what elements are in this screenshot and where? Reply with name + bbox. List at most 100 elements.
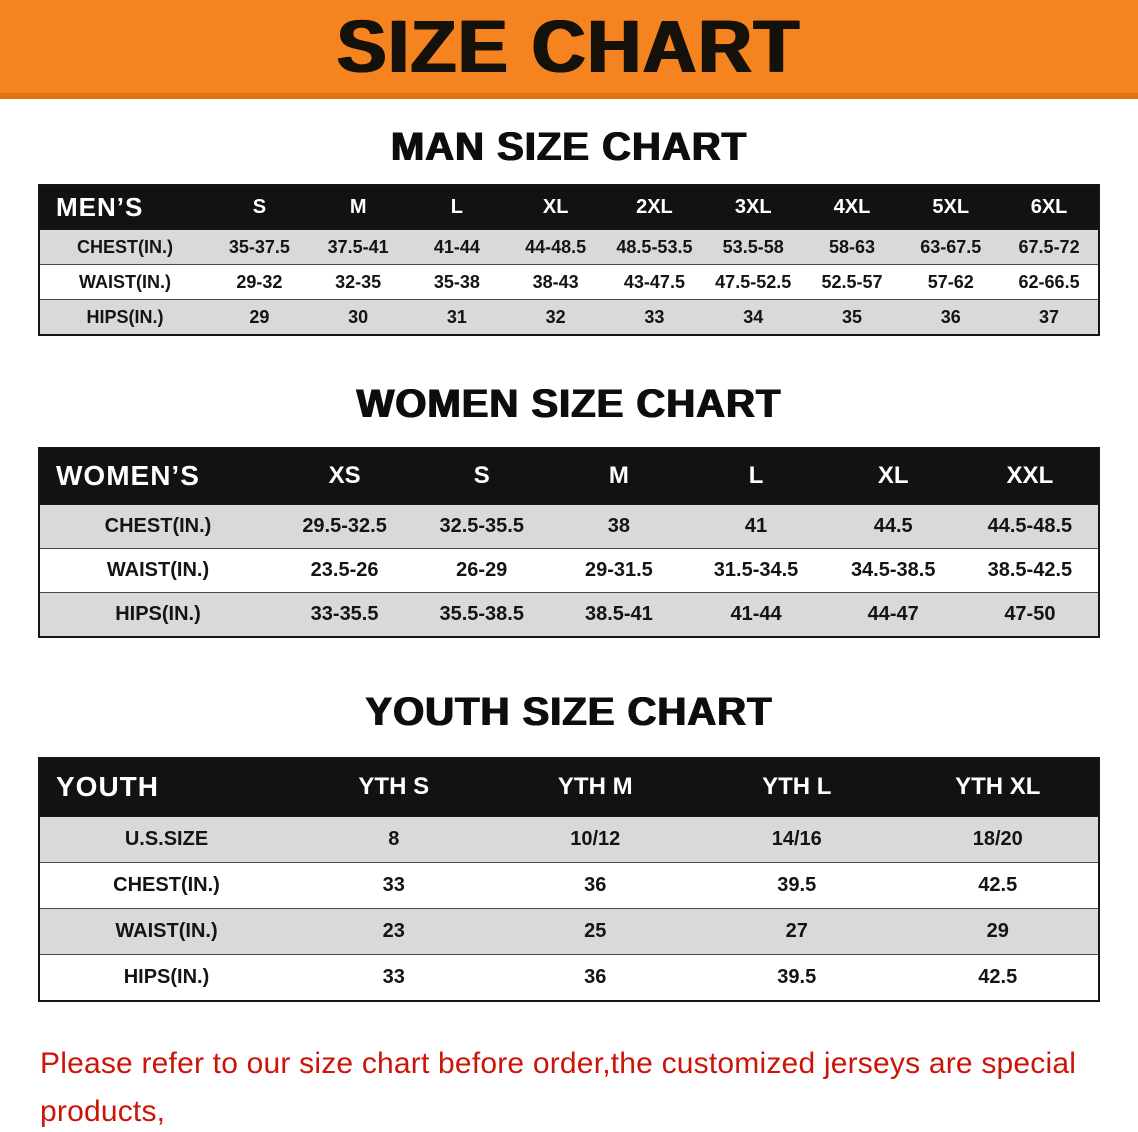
table-cell: 18/20 [972, 828, 1023, 850]
table-cell: 62-66.5 [1018, 271, 1080, 292]
column-header: M [308, 185, 408, 229]
table-cell: 47.5-52.5 [715, 271, 792, 292]
table-cell: 32-35 [335, 271, 382, 292]
table-cell: 36 [584, 874, 607, 896]
table-cell: 29 [249, 306, 270, 327]
table-cell: 32 [545, 306, 566, 327]
table-cell: 26-29 [456, 559, 508, 581]
table-cell: 27 [785, 920, 808, 942]
table-cell: 36 [584, 966, 607, 988]
row-label: HIPS(IN.) [86, 306, 164, 327]
table-cell: 39.5 [777, 966, 817, 988]
table-cell: 53.5-58 [722, 236, 784, 257]
column-header: YTH S [293, 758, 495, 816]
table-cell: 58-63 [828, 236, 875, 257]
youth-table-label: YOUTH [39, 758, 293, 816]
table-cell: 35 [841, 306, 862, 327]
table-cell: 30 [348, 306, 369, 327]
table-row: WAIST(IN.) 23 25 27 29 [39, 908, 1099, 955]
table-cell: 44-47 [867, 603, 919, 625]
table-cell: 39.5 [777, 874, 817, 896]
column-header: XS [276, 448, 414, 504]
column-header: XL [824, 448, 962, 504]
table-cell: 36 [940, 306, 961, 327]
row-label: WAIST(IN.) [79, 271, 171, 292]
row-label: WAIST(IN.) [115, 920, 218, 942]
content: MAN SIZE CHART MEN’S S M L XL 2XL 3XL 4XL 5XL 6XL… [0, 125, 1138, 1132]
table-cell: 29 [986, 920, 1009, 942]
table-row: CHEST(IN.) 35-37.5 37.5-41 41-44 44-48.5 48.5… [39, 229, 1099, 265]
table-cell: 38 [607, 515, 631, 537]
row-label: HIPS(IN.) [115, 603, 201, 625]
table-cell: 34.5-38.5 [850, 559, 936, 581]
table-cell: 44.5 [873, 515, 913, 537]
column-header: 5XL [901, 185, 1001, 229]
women-table-label: WOMEN’S [39, 448, 276, 504]
table-cell: 32.5-35.5 [439, 515, 524, 537]
table-cell: 44-48.5 [525, 236, 587, 257]
table-row: HIPS(IN.) 33-35.5 35.5-38.5 38.5-41 41-44 44-… [39, 592, 1099, 637]
header-row: MEN’S S M L XL 2XL 3XL 4XL 5XL 6XL [39, 185, 1099, 229]
women-size-table: WOMEN’S XS S M L XL XXL CHEST(IN.) 29.5-32.5 32.5… [38, 447, 1100, 638]
table-cell: 35-37.5 [228, 236, 290, 257]
table-cell: 33 [382, 966, 405, 988]
table-cell: 34 [743, 306, 764, 327]
column-header: L [687, 448, 825, 504]
banner: SIZE CHART [0, 0, 1138, 99]
table-cell: 57-62 [927, 271, 974, 292]
table-cell: 41-44 [433, 236, 480, 257]
header-row: YOUTH YTH S YTH M YTH L YTH XL [39, 758, 1099, 816]
row-label: HIPS(IN.) [123, 966, 210, 988]
table-cell: 38-43 [532, 271, 579, 292]
row-label: CHEST(IN.) [113, 874, 220, 896]
table-cell: 29-31.5 [584, 559, 653, 581]
table-cell: 33-35.5 [310, 603, 379, 625]
table-cell: 23 [382, 920, 405, 942]
table-cell: 47-50 [1004, 603, 1056, 625]
table-cell: 8 [388, 828, 400, 850]
column-header: YTH M [494, 758, 696, 816]
table-cell: 43-47.5 [623, 271, 685, 292]
column-header: YTH L [696, 758, 898, 816]
disclaimer-line-1: Please refer to our size chart before or… [40, 1047, 1077, 1128]
table-cell: 35-38 [433, 271, 480, 292]
row-label: CHEST(IN.) [104, 515, 212, 537]
table-cell: 42.5 [978, 874, 1018, 896]
table-cell: 25 [584, 920, 607, 942]
table-cell: 38.5-42.5 [987, 559, 1073, 581]
column-header: S [413, 448, 551, 504]
men-section-heading: MAN SIZE CHART [390, 125, 748, 169]
column-header: 3XL [703, 185, 803, 229]
table-row: HIPS(IN.) 33 36 39.5 42.5 [39, 954, 1099, 1001]
table-cell: 42.5 [978, 966, 1018, 988]
column-header: YTH XL [897, 758, 1099, 816]
table-cell: 67.5-72 [1018, 236, 1080, 257]
table-cell: 10/12 [570, 828, 621, 850]
table-cell: 52.5-57 [821, 271, 883, 292]
table-cell: 41 [744, 515, 768, 537]
column-header: L [407, 185, 507, 229]
table-cell: 41-44 [730, 603, 782, 625]
men-size-table: MEN’S S M L XL 2XL 3XL 4XL 5XL 6XL CHEST(IN.) 35-37… [38, 184, 1100, 336]
table-cell: 38.5-41 [584, 603, 653, 625]
table-cell: 35.5-38.5 [439, 603, 524, 625]
row-label: CHEST(IN.) [77, 236, 173, 257]
page-title: SIZE CHART [337, 4, 801, 88]
table-row: CHEST(IN.) 33 36 39.5 42.5 [39, 862, 1099, 909]
youth-size-table: YOUTH YTH S YTH M YTH L YTH XL U.S.SIZE 8 10/12… [38, 757, 1100, 1002]
column-header: 6XL [1000, 185, 1099, 229]
table-cell: 33 [644, 306, 665, 327]
men-table-label: MEN’S [39, 185, 210, 229]
table-cell: 63-67.5 [920, 236, 982, 257]
table-cell: 29-32 [236, 271, 283, 292]
row-label: U.S.SIZE [124, 828, 209, 850]
column-header: 4XL [802, 185, 902, 229]
table-cell: 48.5-53.5 [616, 236, 693, 257]
table-cell: 14/16 [771, 828, 822, 850]
column-header: S [210, 185, 309, 229]
table-row: HIPS(IN.) 29 30 31 32 33 34 35 36 37 [39, 299, 1099, 335]
table-cell: 31.5-34.5 [713, 559, 799, 581]
table-row: CHEST(IN.) 29.5-32.5 32.5-35.5 38 41 44.5 44.5… [39, 504, 1099, 549]
men-table-container: MEN’S S M L XL 2XL 3XL 4XL 5XL 6XL CHEST(IN.) 35-37… [38, 184, 1100, 336]
